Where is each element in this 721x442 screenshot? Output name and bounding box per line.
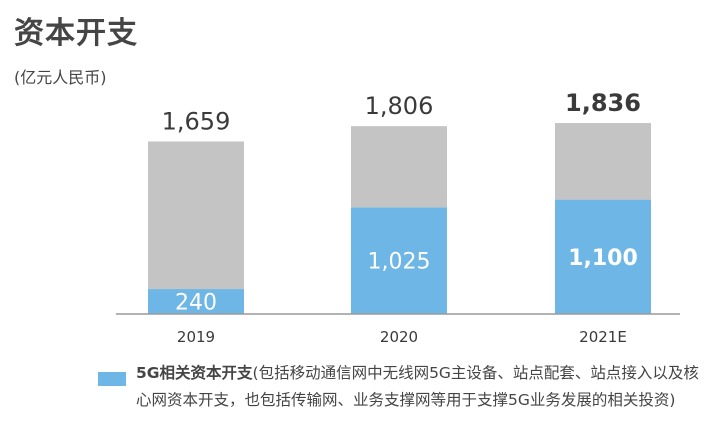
bar-5g-2021E	[555, 199, 651, 314]
legend: 5G相关资本开支(包括移动通信网中无线网5G主设备、站点配套、站点接入以及核心网…	[98, 360, 712, 414]
legend-description: (包括移动通信网中无线网5G主设备、站点配套、站点接入以及核心网资本开支，也包括…	[136, 364, 699, 409]
total-label-2019: 1,659	[162, 107, 231, 135]
unit-label: (亿元人民币)	[14, 68, 107, 87]
bar-other-2020	[351, 126, 447, 208]
bar-other-2021E	[555, 123, 651, 200]
x-tick-label-2019: 2019	[177, 328, 215, 346]
bar-5g-2020	[351, 207, 447, 314]
total-label-2021E: 1,836	[565, 89, 641, 117]
bar-5g-2019	[148, 289, 244, 314]
segment-label-5g-2021E: 1,100	[568, 246, 638, 271]
x-tick-label-2020: 2020	[380, 328, 418, 346]
legend-swatch-5g	[98, 372, 126, 386]
bar-other-2019	[148, 141, 244, 290]
capex-bar-chart: 240 1,659 2019 1,025 1,806 2020 1,100 1,836 2021…	[116, 89, 680, 346]
segment-label-5g-2019: 240	[175, 291, 217, 316]
segment-label-5g-2020: 1,025	[368, 250, 431, 275]
total-label-2020: 1,806	[365, 92, 434, 120]
legend-label: 5G相关资本开支	[136, 364, 253, 382]
x-tick-label-2021E: 2021E	[579, 328, 627, 346]
chart-title: 资本开支	[14, 16, 138, 51]
